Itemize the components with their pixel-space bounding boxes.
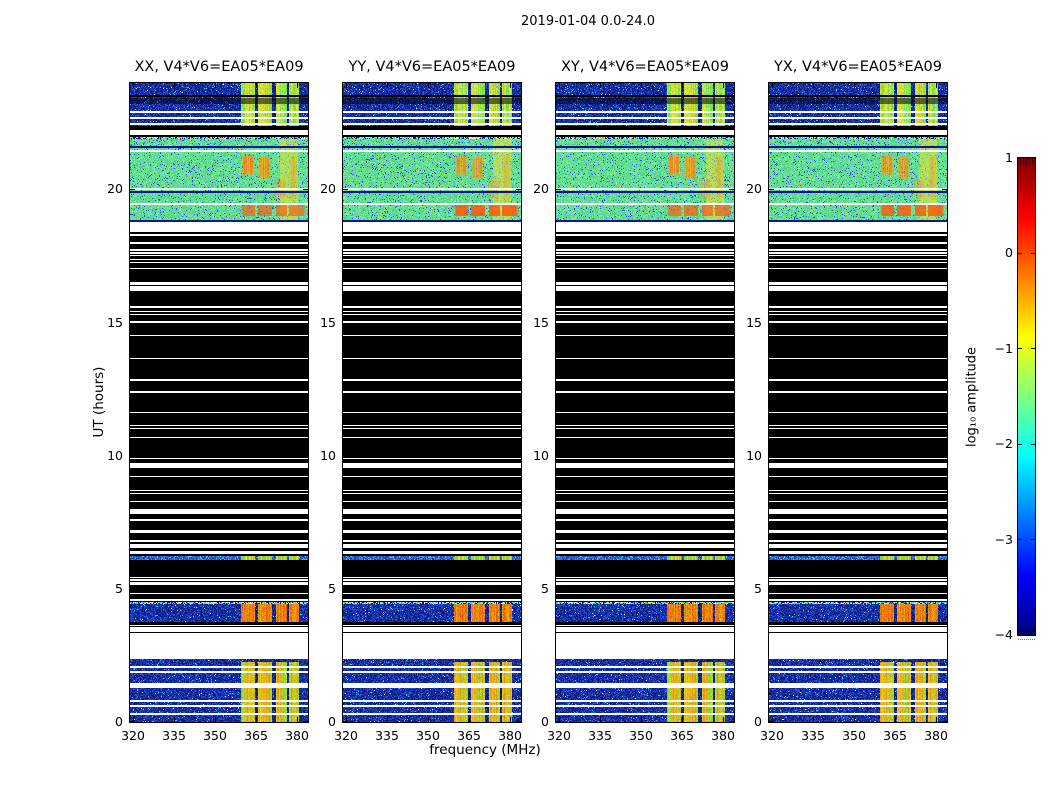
y-tick-label: 0 [754, 714, 762, 729]
x-tick-label: 350 [416, 728, 440, 743]
x-tick-label: 365 [457, 728, 481, 743]
colorbar-label: log₁₀ amplitude [964, 346, 980, 448]
x-axis-label: frequency (MHz) [429, 742, 541, 758]
y-tick-label: 20 [320, 181, 336, 196]
x-tick-label: 320 [547, 728, 571, 743]
y-tick-label: 10 [320, 448, 336, 463]
y-tick-label: 15 [107, 315, 123, 330]
x-tick-label: 380 [711, 728, 735, 743]
y-tick-label: 10 [533, 448, 549, 463]
colorbar-gradient [1018, 158, 1035, 635]
x-tick-label: 350 [203, 728, 227, 743]
y-axis-label: UT (hours) [91, 366, 107, 438]
y-tick-label: 5 [115, 581, 123, 596]
spectrogram-image-yx [769, 83, 947, 722]
colorbar-tick-label: −4 [994, 627, 1013, 642]
panel-title-xy: XY, V4*V6=EA05*EA09 [560, 59, 730, 75]
spectrogram-image-yy [343, 83, 521, 722]
x-tick-label: 335 [801, 728, 825, 743]
x-tick-label: 365 [244, 728, 268, 743]
y-tick-label: 5 [754, 581, 762, 596]
x-tick-label: 380 [498, 728, 522, 743]
x-tick-label: 365 [883, 728, 907, 743]
y-tick-label: 15 [320, 315, 336, 330]
x-tick-label: 320 [121, 728, 145, 743]
y-tick-label: 0 [541, 714, 549, 729]
x-tick-label: 320 [334, 728, 358, 743]
plot-frame-yx [768, 82, 948, 723]
y-tick-label: 10 [746, 448, 762, 463]
colorbar-tick-label: 0 [1005, 245, 1013, 261]
figure-title: 2019-01-04 0.0-24.0 [521, 14, 655, 29]
y-tick-label: 15 [533, 315, 549, 330]
panel-title-yx: YX, V4*V6=EA05*EA09 [773, 59, 943, 75]
plot-frame-xy [555, 82, 735, 723]
panel-title-yy: YY, V4*V6=EA05*EA09 [348, 59, 516, 75]
y-tick-label: 0 [328, 714, 336, 729]
y-tick-label: 20 [533, 181, 549, 196]
y-tick-label: 5 [328, 581, 336, 596]
plot-frame-xx [129, 82, 309, 723]
panel-title-xx: XX, V4*V6=EA05*EA09 [134, 59, 304, 75]
y-tick-label: 15 [746, 315, 762, 330]
y-tick-label: 20 [746, 181, 762, 196]
x-tick-label: 335 [162, 728, 186, 743]
x-tick-label: 380 [924, 728, 948, 743]
y-tick-label: 5 [541, 581, 549, 596]
spectrogram-image-xx [130, 83, 308, 722]
y-tick-label: 20 [107, 181, 123, 196]
x-tick-label: 350 [629, 728, 653, 743]
colorbar-tick-label: −3 [994, 531, 1013, 547]
x-tick-label: 335 [588, 728, 612, 743]
x-tick-label: 335 [375, 728, 399, 743]
colorbar-tick-label: −2 [994, 436, 1013, 452]
y-tick-label: 10 [107, 448, 123, 463]
x-tick-label: 365 [670, 728, 694, 743]
colorbar-frame [1017, 157, 1036, 636]
colorbar-tick-label: −1 [994, 340, 1013, 356]
plot-frame-yy [342, 82, 522, 723]
colorbar-tick-label: 1 [1005, 150, 1013, 165]
spectrogram-image-xy [556, 83, 734, 722]
colorbar-underflow-dots [1018, 639, 1035, 640]
x-tick-label: 380 [285, 728, 309, 743]
x-tick-label: 320 [760, 728, 784, 743]
y-tick-label: 0 [115, 714, 123, 729]
x-tick-label: 350 [842, 728, 866, 743]
